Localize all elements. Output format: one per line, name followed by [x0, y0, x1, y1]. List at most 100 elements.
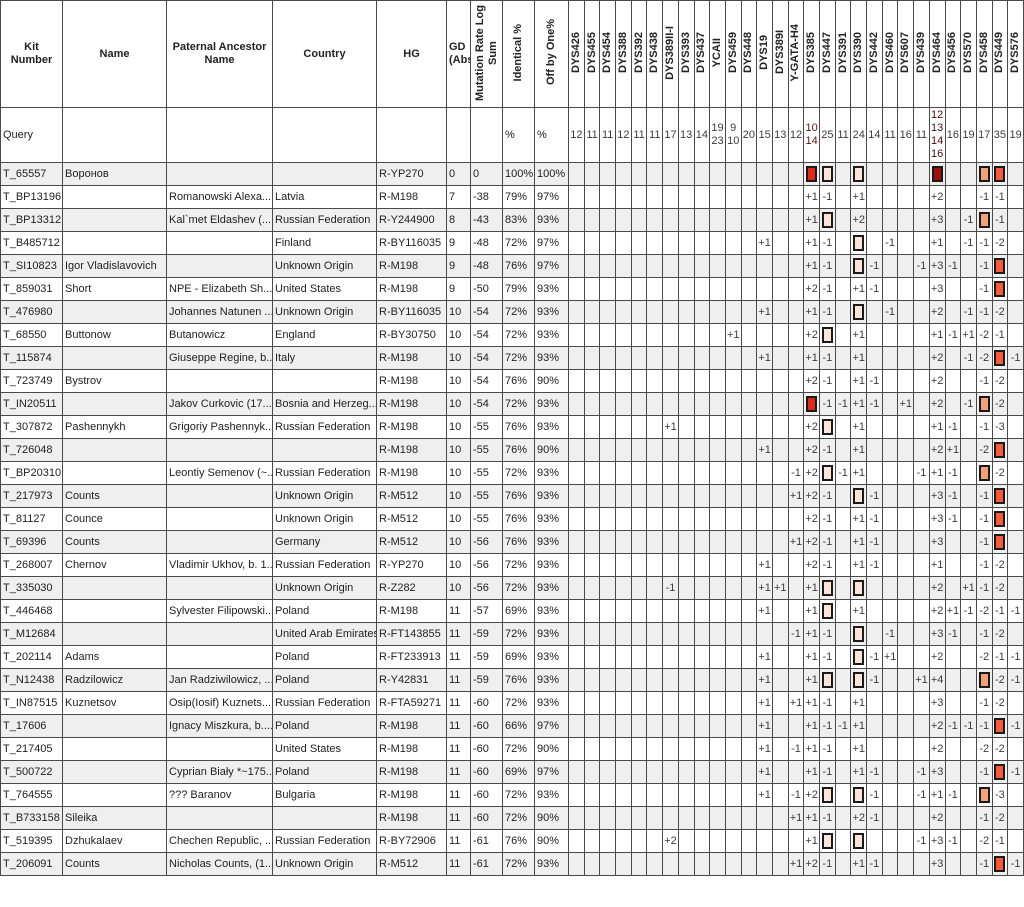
- marker-cell-DYS388: [615, 691, 632, 715]
- hg-cell: R-BY116035: [376, 300, 447, 324]
- marker-cell-YCAII: [709, 323, 726, 347]
- name-cell: [62, 107, 167, 163]
- identical-cell: 72%: [502, 553, 535, 577]
- marker-cell-DYS392: [630, 484, 648, 508]
- marker-cell-DYS607: [897, 208, 915, 232]
- kit-number-cell: T_446468: [0, 599, 63, 623]
- rotated-header-label: DYS439: [914, 32, 927, 73]
- match-color-swatch: [853, 672, 865, 688]
- marker-cell-DYS391: [834, 369, 852, 393]
- marker-cell-DYS391: -1: [834, 461, 852, 485]
- gd-cell: 9: [446, 254, 471, 278]
- marker-cell-DYS438: [646, 323, 664, 347]
- marker-cell-YCAII: [709, 553, 726, 577]
- marker-cell-DYS426: [568, 277, 585, 301]
- marker-cell-DYS570: [960, 852, 977, 876]
- marker-cell-DYS389I: [771, 760, 789, 784]
- off-by-one-cell: 93%: [534, 783, 569, 807]
- marker-cell-DYS607: [897, 300, 915, 324]
- marker-cell-DYS426: [568, 392, 585, 416]
- column-header-country: Country: [272, 0, 377, 108]
- gd-cell: 10: [446, 438, 471, 462]
- marker-cell-DYS576: [1007, 415, 1024, 439]
- marker-cell-DYS390: +1: [850, 691, 868, 715]
- off-by-one-cell: 90%: [534, 438, 569, 462]
- marker-cell-DYS426: [568, 530, 585, 554]
- marker-cell-DYS449: -2: [991, 392, 1009, 416]
- marker-cell-DYS576: [1007, 254, 1024, 278]
- marker-cell-DYS456: [944, 231, 962, 255]
- marker-cell-DYS456: [944, 392, 962, 416]
- marker-cell-DYS437: [693, 783, 711, 807]
- country-cell: Poland: [272, 645, 377, 669]
- marker-cell-DYS442: [866, 208, 883, 232]
- marker-cell-DYS393: [677, 208, 695, 232]
- rotated-header-label: DYS458: [977, 32, 990, 73]
- marker-cell-DYS442: -1: [866, 507, 883, 531]
- marker-cell-DYS393: [677, 392, 695, 416]
- marker-cell-DYS442: [866, 737, 883, 761]
- name-cell: Pashennykh: [62, 415, 167, 439]
- table-row: T_BP13196 Romanowski Alexa... Latvia R-M198…: [0, 185, 1024, 209]
- marker-cell-DYS19: +1: [756, 737, 773, 761]
- marker-cell-DYS438: [646, 415, 664, 439]
- identical-cell: 72%: [502, 300, 535, 324]
- marker-cell-DYS464: +2: [928, 392, 946, 416]
- hg-cell: R-M512: [376, 507, 447, 531]
- marker-header-DYS449: DYS449: [991, 0, 1009, 108]
- table-row: T_BP13312 Kal`met Eldashev (... Russian Fe…: [0, 208, 1024, 232]
- marker-cell-DYS390: [850, 484, 868, 508]
- marker-cell-DYS19: [756, 277, 773, 301]
- marker-cell-DYS576: [1007, 369, 1024, 393]
- marker-cell-DYS607: [897, 438, 915, 462]
- marker-cell-DYS392: [630, 323, 648, 347]
- kit-number-cell: T_17606: [0, 714, 63, 738]
- off-by-one-cell: 97%: [534, 231, 569, 255]
- match-color-swatch: [821, 603, 833, 619]
- off-by-one-cell: 93%: [534, 576, 569, 600]
- marker-cell-DYS392: [630, 645, 648, 669]
- rotated-header-label: DYS607: [899, 32, 912, 73]
- marker-cell-DYS393: [677, 691, 695, 715]
- marker-cell-DYS389I: [771, 277, 789, 301]
- kit-number-cell: T_202114: [0, 645, 63, 669]
- rotated-header-label: DYS570: [962, 32, 975, 73]
- marker-cell-DYS392: [630, 438, 648, 462]
- off-by-one-cell: 100%: [534, 162, 569, 186]
- mutation-rate-cell: -60: [470, 760, 503, 784]
- hg-cell: R-BY116035: [376, 231, 447, 255]
- marker-cell-DYS464: +2: [928, 737, 946, 761]
- off-by-one-cell: 93%: [534, 415, 569, 439]
- marker-cell-Y-GATA-H4: -1: [787, 461, 805, 485]
- marker-cell-DYS449: -3: [991, 415, 1009, 439]
- gd-cell: 10: [446, 300, 471, 324]
- marker-cell-DYS385: +2: [803, 783, 820, 807]
- mutation-rate-cell: -60: [470, 783, 503, 807]
- hg-cell: R-M198: [376, 254, 447, 278]
- marker-cell-DYS464: +3: [928, 484, 946, 508]
- off-by-one-cell: 90%: [534, 737, 569, 761]
- name-cell: [62, 576, 167, 600]
- marker-cell-Y-GATA-H4: +1: [787, 484, 805, 508]
- identical-cell: 72%: [502, 852, 535, 876]
- marker-cell-DYS448: [740, 392, 758, 416]
- marker-cell-DYS385: 10 14: [803, 107, 820, 163]
- marker-cell-DYS464: +3: [928, 507, 946, 531]
- ancestor-cell: [166, 438, 273, 462]
- marker-cell-DYS389II-I: [662, 737, 679, 761]
- marker-cell-DYS392: [630, 254, 648, 278]
- marker-header-DYS393: DYS393: [677, 0, 695, 108]
- ancestor-cell: [166, 484, 273, 508]
- hg-cell: R-M198: [376, 461, 447, 485]
- name-cell: Short: [62, 277, 167, 301]
- table-row: T_N12438 Radzilowicz Jan Radziwilowicz, ..…: [0, 668, 1024, 692]
- marker-cell-DYS388: [615, 783, 632, 807]
- marker-cell-DYS390: +1: [850, 392, 868, 416]
- marker-cell-DYS456: [944, 530, 962, 554]
- ancestor-cell: ??? Baranov: [166, 783, 273, 807]
- country-cell: Unknown Origin: [272, 254, 377, 278]
- marker-cell-DYS385: +1: [803, 185, 820, 209]
- marker-cell-DYS437: [693, 484, 711, 508]
- marker-cell-DYS389I: [771, 208, 789, 232]
- marker-cell-Y-GATA-H4: [787, 323, 805, 347]
